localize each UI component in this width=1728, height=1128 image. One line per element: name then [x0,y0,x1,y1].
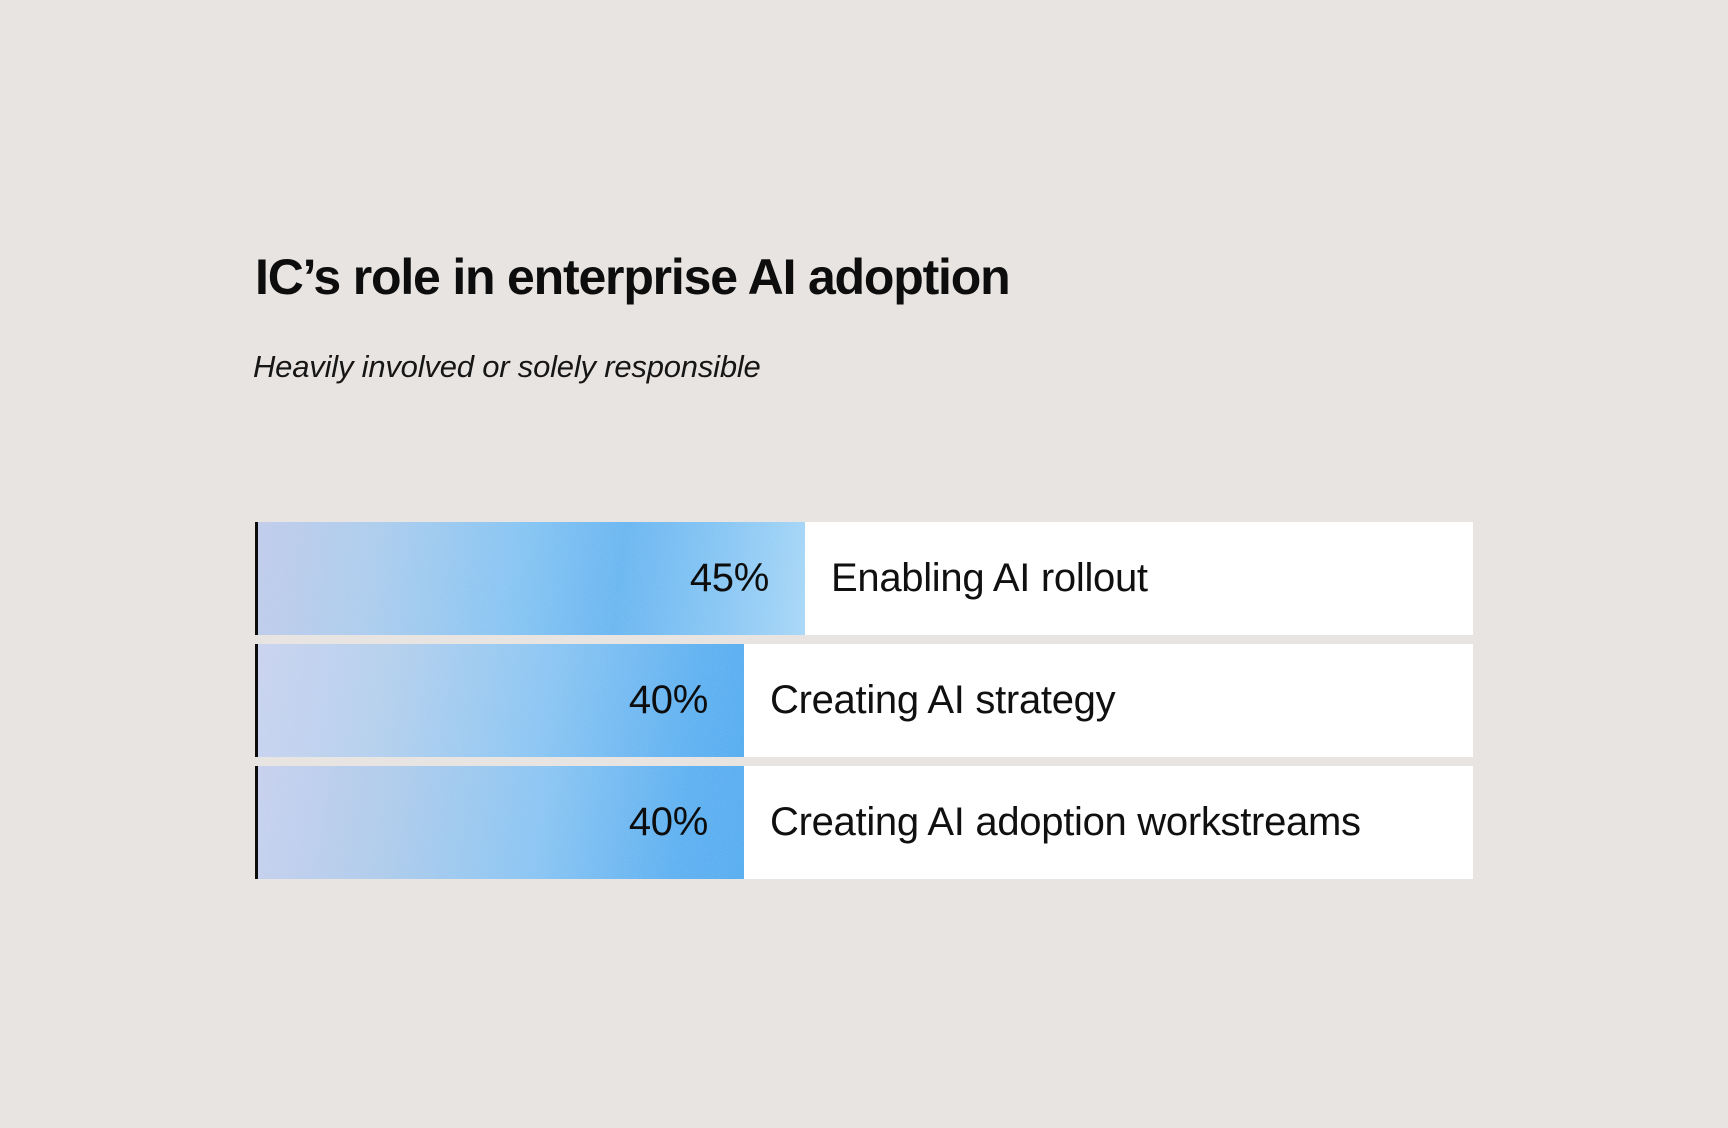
chart-title: IC’s role in enterprise AI adoption [255,249,1011,305]
axis-baseline [255,766,258,879]
bar-row: 45% Enabling AI rollout [255,522,1473,635]
bar-row: 40% Creating AI adoption workstreams [255,766,1473,879]
axis-baseline [255,644,258,757]
bar-category-label: Creating AI adoption workstreams [770,800,1361,844]
bar-category-label: Creating AI strategy [770,678,1116,722]
bar-fill: 45% [255,522,805,635]
bar-row: 40% Creating AI strategy [255,644,1473,757]
axis-baseline [255,522,258,635]
chart-subtitle: Heavily involved or solely responsible [253,349,761,384]
bar-chart-plot: 45% Enabling AI rollout 40% Creating AI str… [255,522,1473,879]
bar-category-label: Enabling AI rollout [831,556,1148,600]
bar-fill: 40% [255,766,744,879]
bar-value-label: 40% [628,678,708,722]
bar-fill: 40% [255,644,744,757]
bar-value-label: 45% [689,556,769,600]
bar-value-label: 40% [628,800,708,844]
